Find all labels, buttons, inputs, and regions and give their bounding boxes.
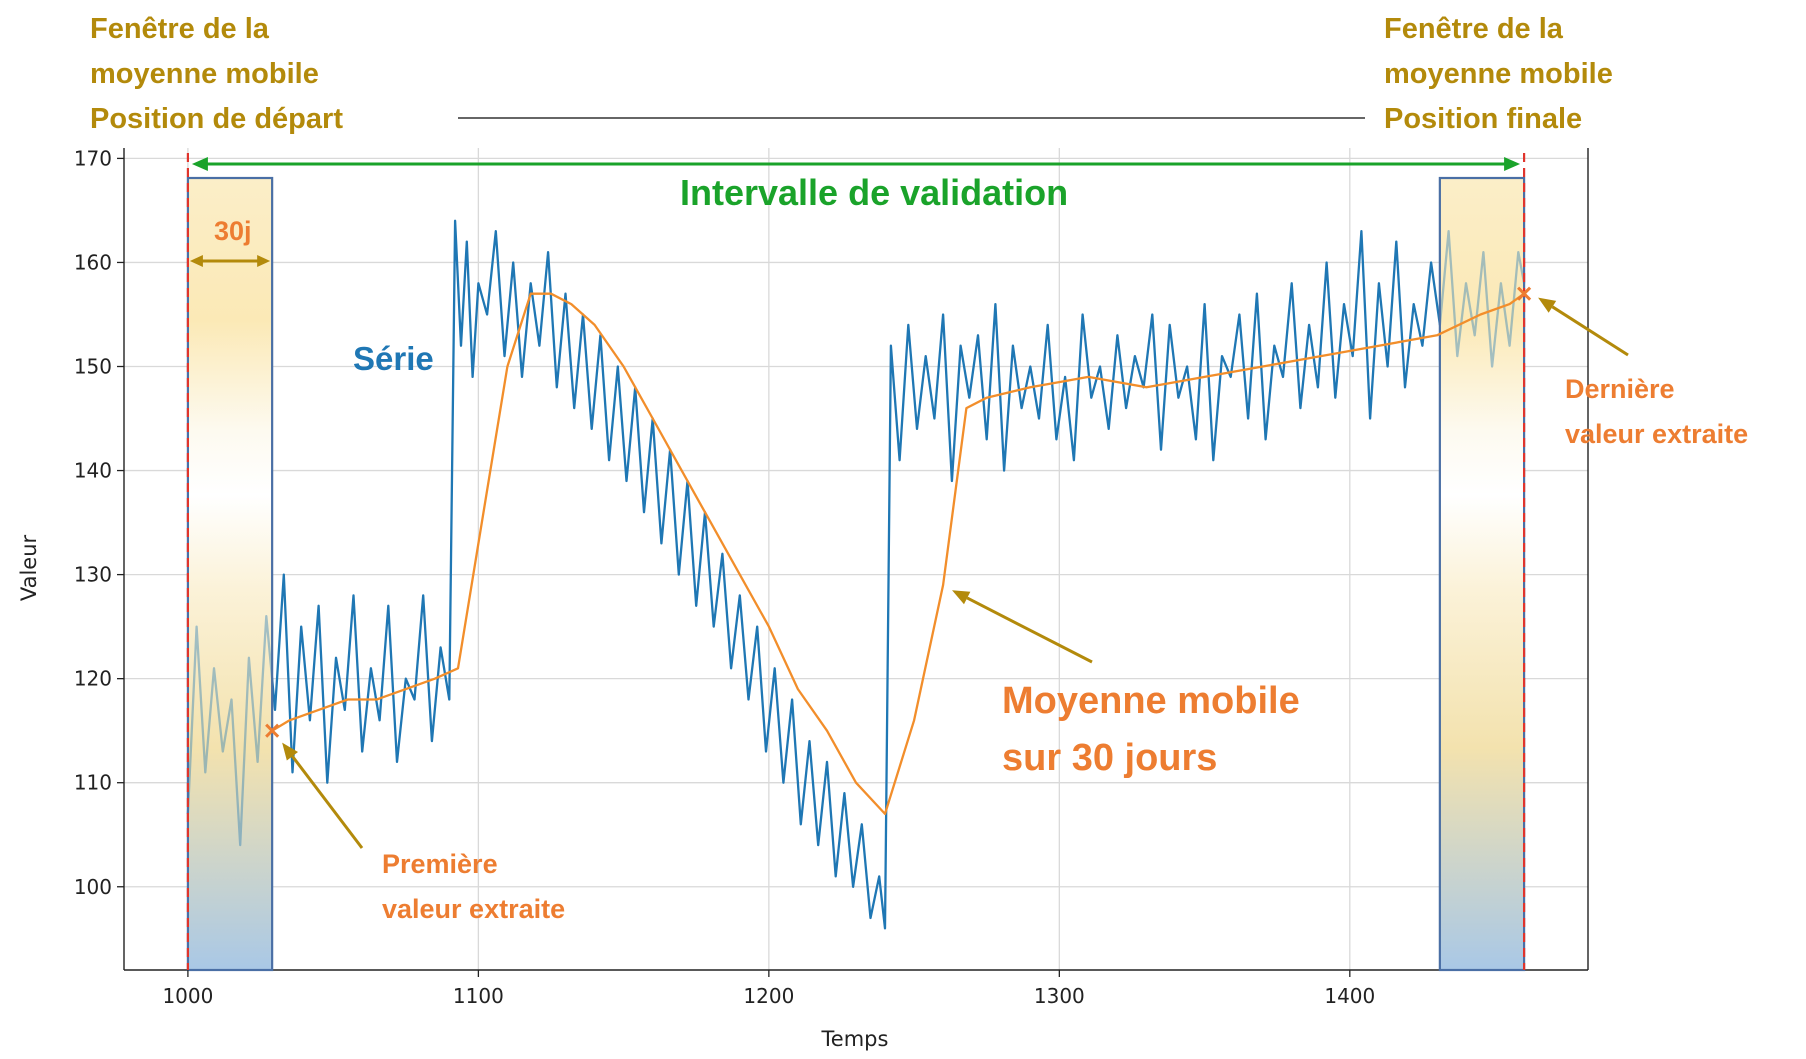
moving-average-label-1: Moyenne mobile: [1002, 680, 1300, 722]
grid: [124, 148, 1588, 970]
end-window-overlay: [1439, 178, 1525, 970]
series-moving-average: [271, 292, 1525, 816]
last-value-pointer-head: [1538, 297, 1557, 313]
window-size-label: 30j: [214, 216, 252, 246]
y-tick-label-160: 160: [74, 250, 112, 274]
last-value-pointer-line: [1551, 305, 1629, 357]
x-tick-label-1200: 1200: [743, 984, 794, 1008]
validation-arrow-left-head: [191, 157, 208, 171]
window-overlays: [186, 176, 1526, 972]
moving-average-pointer-line: [966, 596, 1093, 664]
x-tick-label-1400: 1400: [1324, 984, 1375, 1008]
window-size-arrow-right-head: [257, 255, 271, 267]
y-tick-label-100: 100: [74, 875, 112, 899]
last-value-label-2: valeur extraite: [1565, 419, 1748, 449]
axis-ticks: 1000 1100 1200 1300 1400 100 110 120 130 140 150 16…: [74, 146, 1375, 1008]
first-value-pointer-head: [282, 742, 298, 761]
y-tick-label-140: 140: [74, 459, 112, 483]
start-window-label-2: moyenne mobile: [90, 58, 319, 90]
start-window-overlay: [187, 178, 273, 970]
y-tick-label-130: 130: [74, 563, 112, 587]
start-window-label-1: Fenêtre de la: [90, 13, 270, 45]
x-axis-label: Temps: [821, 1027, 889, 1051]
end-window-label-2: moyenne mobile: [1384, 58, 1613, 90]
series-line-raw: [186, 219, 1526, 930]
moving-average-label-2: sur 30 jours: [1002, 737, 1217, 779]
window-size-arrow-left-head: [189, 255, 203, 267]
y-tick-label-150: 150: [74, 355, 112, 379]
validation-interval-label: Intervalle de validation: [680, 172, 1068, 213]
end-window-label-3: Position finale: [1384, 103, 1582, 135]
last-value-marker-b: [1517, 286, 1532, 301]
first-value-label-1: Première: [382, 849, 498, 879]
y-tick-label-110: 110: [74, 771, 112, 795]
first-value-pointer-line: [291, 755, 364, 849]
first-value-label-2: valeur extraite: [382, 894, 565, 924]
y-tick-label-170: 170: [74, 146, 112, 170]
end-window-label-1: Fenêtre de la: [1384, 13, 1564, 45]
series-line-moving_average: [271, 292, 1525, 816]
last-value-label-1: Dernière: [1565, 374, 1675, 404]
y-tick-label-120: 120: [74, 667, 112, 691]
series-label: Série: [353, 340, 434, 377]
x-tick-label-1300: 1300: [1034, 984, 1085, 1008]
moving-average-pointer-head: [952, 590, 971, 605]
annotation-guides: [186, 153, 1629, 970]
y-axis-label: Valeur: [17, 534, 41, 601]
axes-frame: [123, 117, 1589, 971]
x-tick-label-1100: 1100: [453, 984, 504, 1008]
first-value-marker-b: [265, 723, 280, 738]
series-raw: [186, 219, 1526, 930]
validation-arrow-right-head: [1504, 157, 1521, 171]
x-tick-label-1000: 1000: [162, 984, 213, 1008]
start-window-label-3: Position de départ: [90, 103, 343, 135]
